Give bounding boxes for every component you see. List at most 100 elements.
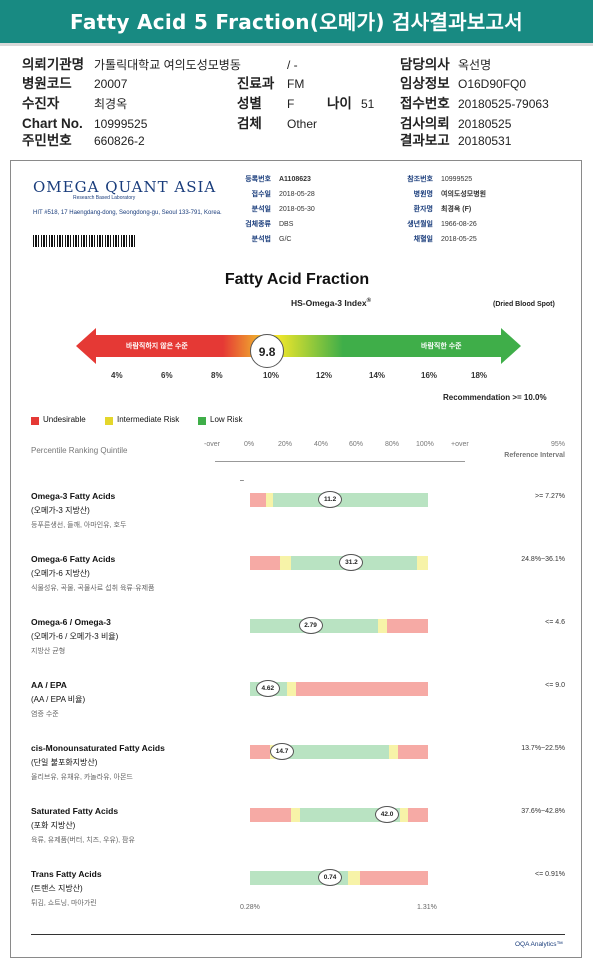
specimen-value: G/C (279, 236, 292, 243)
specimen-value: 여의도성모병원 (441, 191, 487, 198)
percentile-zone (250, 493, 267, 507)
fatty-acid-description: 등푸른생선, 들깨, 아마인유, 호두 (31, 522, 127, 529)
info-value: 660826-2 (94, 134, 145, 148)
info-label: 진료과 (237, 76, 275, 91)
specimen-row: 채혈일 2018-05-25 (373, 233, 563, 246)
ref-interval-header-2: Reference Interval (504, 452, 565, 459)
footer-divider (31, 934, 565, 935)
patient-info-row: 병원코드 20007 (22, 74, 127, 94)
info-value: 20180531 (458, 134, 512, 148)
info-label: Chart No. (22, 116, 83, 131)
percentile-zone (299, 808, 400, 822)
patient-info-row: 진료과 FM (237, 74, 304, 94)
info-value: 51 (361, 97, 375, 111)
legend-label: Intermediate Risk (117, 415, 180, 424)
reference-interval: <= 4.6 (545, 619, 565, 626)
fatty-acid-name: Omega-6 / Omega-3 (31, 617, 111, 627)
percentile-zone (250, 556, 281, 570)
percentile-bar (250, 493, 428, 507)
quintile-title: Percentile Ranking Quintile (31, 446, 128, 455)
quintile-scale-label: -over (204, 441, 220, 448)
percentile-zone (250, 808, 291, 822)
specimen-value: 2018-05-28 (279, 191, 315, 198)
specimen-row: 접수일 2018-05-28 (211, 188, 361, 201)
specimen-value: A1108623 (279, 176, 311, 183)
info-label: 나이 (327, 96, 352, 111)
info-value: O16D90FQ0 (458, 77, 527, 91)
patient-info-row: 검체 Other (237, 114, 317, 134)
fatty-acid-name: Omega-3 Fatty Acids (31, 491, 116, 501)
info-value: 옥선명 (458, 58, 492, 72)
legend-label: Undesirable (43, 415, 86, 424)
gauge-tick-label: 18% (471, 371, 488, 380)
specimen-label: 접수일 (251, 191, 271, 198)
report-title: Fatty Acid 5 Fraction(오메가) 검사결과보고서 (0, 0, 593, 46)
specimen-value: 1966-08-26 (441, 221, 477, 228)
specimen-row: 참조번호 10999525 (373, 173, 563, 186)
info-label: 병원코드 (22, 76, 72, 91)
info-value: 20180525 (458, 117, 512, 131)
ref-interval-header-1: 95% (550, 441, 565, 448)
specimen-row: 검체종류 DBS (211, 218, 361, 231)
fatty-acid-korean-name: (오메가-6 지방산) (31, 569, 90, 578)
specimen-label: 환자명 (413, 206, 433, 213)
patient-info-row: 나이 51 (327, 94, 374, 114)
info-label: 검체 (237, 116, 262, 131)
specimen-label: 분석법 (251, 236, 271, 243)
quintile-scale-label: 40% (314, 441, 329, 448)
info-value: 가톨릭대학교 여의도성모병동 (94, 58, 241, 72)
index-value-marker: 9.8 (250, 334, 285, 368)
fatty-acid-korean-name: (단일 불포화지방산) (31, 758, 98, 767)
percentile-zone (387, 619, 428, 633)
omega3-index-gauge (76, 328, 521, 364)
quintile-scale-label: 0% (244, 441, 255, 448)
specimen-value: 최경옥 (F) (441, 206, 472, 213)
patient-info-row: 성별 F (237, 94, 294, 114)
index-subtitle: HS-Omega-3 Index® (291, 298, 371, 308)
specimen-row: 분석법 G/C (211, 233, 361, 246)
percentile-zone (250, 745, 270, 759)
reference-interval: 13.7%~22.5% (521, 745, 565, 752)
percentile-zone (280, 556, 291, 570)
fatty-acid-korean-name: (오메가-3 지방산) (31, 506, 90, 515)
info-label: 수진자 (22, 96, 60, 111)
info-label: 성별 (237, 96, 262, 111)
legend-label: Low Risk (210, 415, 243, 424)
reference-interval: <= 0.91% (535, 871, 565, 878)
percentile-marker: 11.2 (318, 491, 343, 508)
report-panel: OMEGA QUANT ASIA Research Based Laborato… (10, 160, 582, 958)
fatty-acid-korean-name: (오메가-6 / 오메가-3 비율) (31, 632, 119, 641)
lab-address: HIT #518, 17 Haengdang-dong, Seongdong-g… (33, 210, 222, 216)
lab-logo-subtitle: Research Based Laboratory (73, 195, 136, 201)
quintile-scale-label: 20% (278, 441, 293, 448)
percentile-marker: 42.0 (375, 806, 400, 823)
specimen-row: 환자명 최경옥 (F) (373, 203, 563, 216)
specimen-value: DBS (279, 221, 294, 228)
reference-interval: 37.6%~42.8% (521, 808, 565, 815)
percentile-zone (360, 871, 428, 885)
info-value: F (287, 97, 295, 111)
specimen-label: 분석일 (251, 206, 271, 213)
undesirable-level-label: 바람직하지 않은 수준 (126, 343, 188, 350)
info-value: 20180525-79063 (458, 97, 549, 111)
info-value: / - (287, 58, 298, 72)
info-label: 결과보고 (400, 133, 450, 148)
percentile-zone (287, 682, 297, 696)
sample-type: (Dried Blood Spot) (493, 301, 555, 308)
percentile-marker: 0.74 (318, 869, 343, 886)
specimen-row: 등록번호 A1108623 (211, 173, 361, 186)
gauge-tick-label: 12% (316, 371, 333, 380)
fatty-acid-description: 올리브유, 유채유, 카놀라유, 아몬드 (31, 774, 133, 781)
specimen-label: 참조번호 (407, 176, 433, 183)
quintile-scale-label: +over (451, 441, 469, 448)
info-value: FM (287, 77, 305, 91)
gauge-tick-label: 6% (161, 371, 173, 380)
fatty-acid-description: 육류, 유제품(버터, 치즈, 우유), 팜유 (31, 837, 135, 844)
gauge-tick-label: 8% (211, 371, 223, 380)
percentile-marker: 2.79 (298, 617, 323, 634)
gauge-tick-label: 16% (421, 371, 438, 380)
patient-info-row: 결과보고 20180531 (400, 131, 511, 151)
percentile-marker: 31.2 (339, 554, 364, 571)
fatty-acid-name: cis-Monounsaturated Fatty Acids (31, 743, 165, 753)
percentile-zone (347, 871, 361, 885)
